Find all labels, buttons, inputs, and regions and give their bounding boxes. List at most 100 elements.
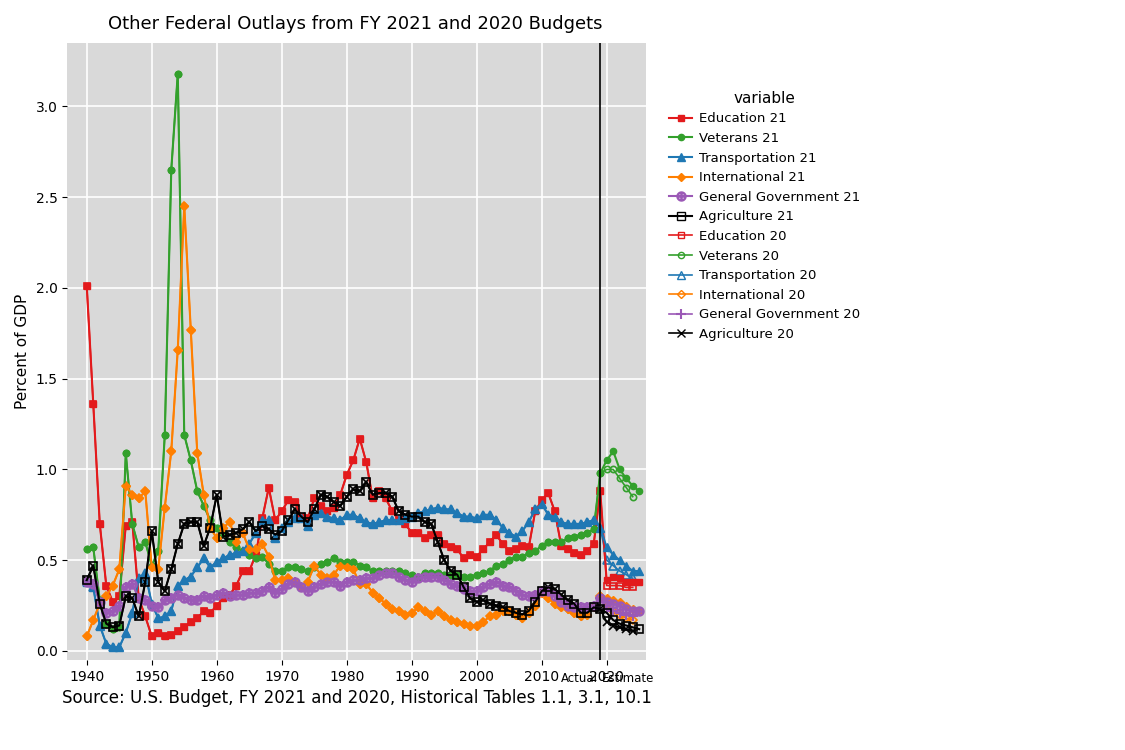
General Government 21 [632, 607, 646, 616]
International 21 [178, 202, 191, 211]
Agriculture 20 [269, 530, 282, 539]
General Government 21 [93, 598, 107, 607]
Education 21 [145, 632, 159, 641]
Line: International 20: International 20 [84, 203, 636, 639]
Line: Agriculture 21: Agriculture 21 [83, 478, 643, 633]
Veterans 20 [262, 560, 276, 568]
Line: Agriculture 20: Agriculture 20 [83, 478, 637, 634]
Veterans 20 [80, 544, 93, 554]
Line: Veterans 20: Veterans 20 [83, 70, 636, 632]
Agriculture 20 [360, 478, 374, 487]
Veterans 21 [360, 563, 374, 572]
Education 20 [600, 581, 613, 590]
Veterans 21 [93, 596, 107, 604]
International 20 [600, 601, 613, 610]
General Government 21 [99, 608, 113, 617]
Education 20 [626, 583, 639, 592]
General Government 21 [353, 576, 367, 585]
Education 20 [80, 281, 93, 290]
Veterans 21 [112, 622, 126, 632]
Veterans 20 [281, 563, 295, 572]
Transportation 21 [536, 500, 549, 508]
General Government 21 [561, 601, 575, 610]
Veterans 20 [171, 69, 184, 78]
Transportation 21 [112, 643, 126, 652]
General Government 20 [249, 588, 262, 597]
Text: Other Federal Outlays from FY 2021 and 2020 Budgets: Other Federal Outlays from FY 2021 and 2… [108, 15, 602, 33]
Agriculture 20 [626, 626, 639, 635]
Agriculture 21 [632, 625, 646, 634]
General Government 21 [515, 590, 529, 599]
Line: General Government 20: General Government 20 [82, 568, 637, 621]
Transportation 20 [274, 523, 288, 532]
Education 20 [178, 622, 191, 632]
Education 21 [632, 578, 646, 586]
International 21 [353, 579, 367, 588]
International 20 [249, 544, 262, 554]
Transportation 21 [561, 519, 575, 528]
Agriculture 21 [80, 576, 93, 585]
International 21 [106, 581, 119, 590]
General Government 21 [112, 601, 126, 610]
Veterans 20 [255, 552, 269, 561]
Agriculture 20 [249, 526, 262, 536]
Veterans 21 [561, 534, 575, 543]
Agriculture 21 [555, 590, 568, 599]
Line: Education 21: Education 21 [83, 283, 642, 640]
Agriculture 21 [508, 608, 522, 617]
General Government 20 [243, 588, 256, 597]
Veterans 21 [145, 561, 159, 570]
Transportation 20 [606, 561, 620, 570]
International 21 [138, 487, 152, 496]
Agriculture 20 [600, 617, 613, 626]
Transportation 21 [106, 643, 119, 652]
Agriculture 21 [360, 478, 374, 487]
Transportation 20 [255, 516, 269, 525]
Transportation 21 [93, 621, 107, 630]
International 20 [178, 202, 191, 211]
General Government 21 [80, 578, 93, 586]
General Government 21 [145, 601, 159, 610]
Veterans 21 [106, 625, 119, 634]
Transportation 20 [80, 578, 93, 586]
Agriculture 20 [353, 487, 367, 496]
Education 21 [555, 542, 568, 550]
Veterans 21 [632, 487, 646, 496]
Transportation 20 [249, 529, 262, 538]
Veterans 20 [606, 465, 620, 474]
Text: Estimate: Estimate [602, 672, 655, 686]
International 21 [80, 632, 93, 641]
Transportation 20 [536, 500, 549, 508]
Education 21 [93, 519, 107, 528]
Transportation 21 [508, 532, 522, 541]
Education 21 [138, 612, 152, 621]
General Government 20 [379, 568, 393, 578]
Line: Transportation 20: Transportation 20 [83, 500, 637, 651]
International 20 [360, 579, 374, 588]
International 20 [255, 539, 269, 548]
Transportation 21 [353, 514, 367, 523]
General Government 21 [379, 568, 393, 578]
International 20 [80, 632, 93, 641]
Agriculture 21 [93, 599, 107, 608]
International 20 [274, 576, 288, 585]
International 21 [555, 603, 568, 612]
Agriculture 21 [106, 622, 119, 632]
Transportation 21 [632, 566, 646, 575]
General Government 20 [80, 578, 93, 586]
Education 20 [255, 514, 269, 523]
Education 21 [106, 598, 119, 607]
Education 20 [249, 550, 262, 560]
Agriculture 21 [138, 578, 152, 586]
Legend: Education 21, Veterans 21, Transportation 21, International 21, General Governme: Education 21, Veterans 21, Transportatio… [658, 80, 871, 352]
Line: Transportation 21: Transportation 21 [83, 500, 643, 651]
International 20 [626, 616, 639, 625]
Line: General Government 21: General Government 21 [82, 568, 643, 617]
General Government 20 [600, 604, 613, 613]
Veterans 20 [366, 566, 379, 575]
General Government 20 [269, 588, 282, 597]
Line: Veterans 21: Veterans 21 [83, 70, 642, 632]
Agriculture 20 [80, 576, 93, 585]
Education 20 [274, 507, 288, 516]
International 21 [632, 607, 646, 616]
